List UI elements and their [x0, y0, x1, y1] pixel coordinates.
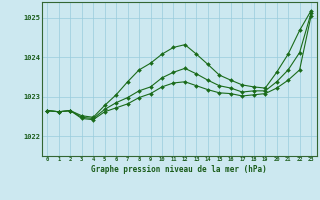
X-axis label: Graphe pression niveau de la mer (hPa): Graphe pression niveau de la mer (hPa) — [91, 165, 267, 174]
